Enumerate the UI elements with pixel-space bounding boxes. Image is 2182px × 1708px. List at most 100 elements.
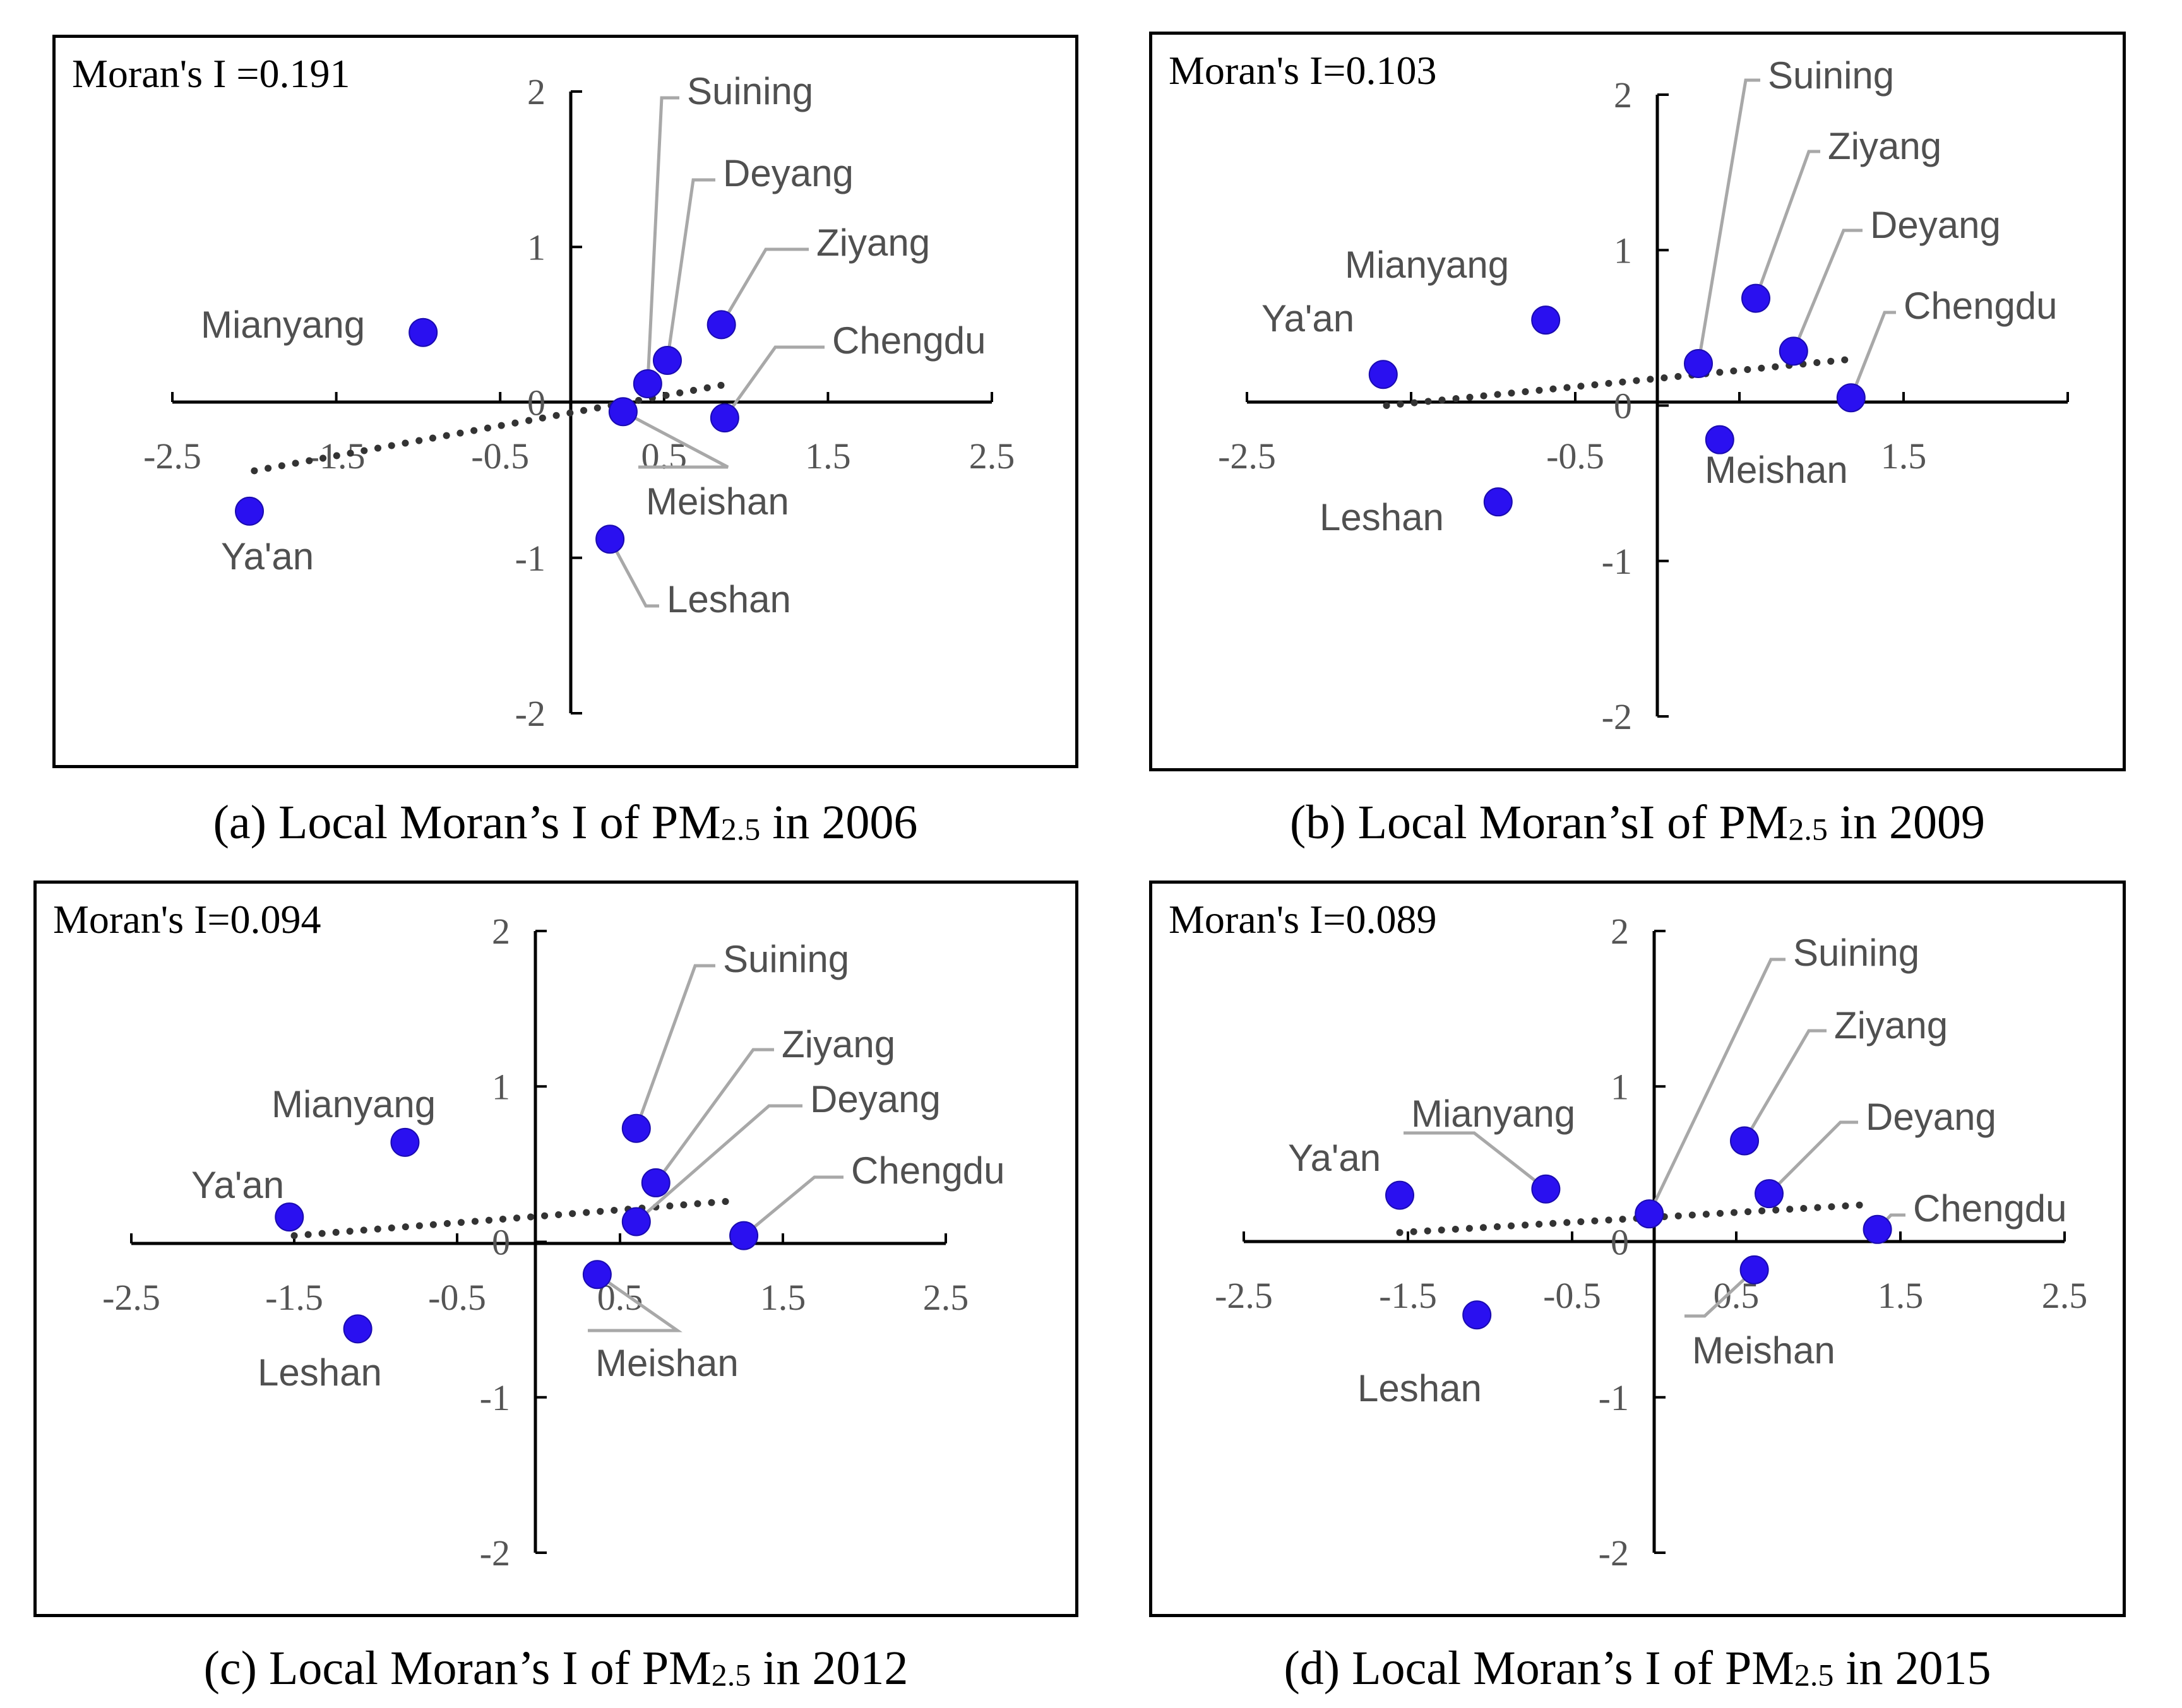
y-tick-label-c: 0: [492, 1222, 510, 1263]
point-deyang-a: [652, 346, 682, 376]
label-meishan-b: Meishan: [1705, 449, 1848, 491]
leader-line-suining-a: [646, 96, 679, 384]
leader-line-suining-d: [1647, 958, 1786, 1215]
point-suining-a: [633, 369, 662, 398]
point-ziyang-b: [1741, 283, 1770, 313]
label-ziyang-d: Ziyang: [1834, 1004, 1948, 1047]
y-tick-label-b: 2: [1614, 74, 1632, 116]
point-chengdu-b: [1836, 383, 1866, 413]
leader-line-ziyang-d: [1743, 1029, 1827, 1142]
label-mianyang-d: Mianyang: [1411, 1093, 1575, 1135]
y-tick-label-c: -1: [480, 1377, 510, 1418]
point-meishan-b: [1705, 425, 1734, 454]
morans-i-stat-c: Moran's I=0.094: [53, 897, 321, 942]
label-mianyang-a: Mianyang: [201, 304, 365, 346]
label-meishan-a: Meishan: [646, 480, 789, 523]
caption-a-subscript: 2.5: [720, 811, 761, 847]
morans-i-stat-b: Moran's I=0.103: [1169, 48, 1437, 93]
scatter-plot-d: -2.5 -1.5 -0.5 0.5 1.5 2.5210-1-2SuiningZiyan…: [1215, 911, 2087, 1574]
y-tick-label-b: 1: [1614, 230, 1632, 271]
label-ya-an-b: Ya'an: [1261, 297, 1354, 340]
y-tick-label-d: -1: [1599, 1377, 1629, 1418]
caption-c-year: in 2012: [751, 1642, 909, 1695]
label-chengdu-b: Chengdu: [1904, 285, 2058, 327]
leader-line-ziyang-b: [1754, 150, 1820, 299]
x-tick-label-a: 2.5: [969, 436, 1015, 477]
point-ziyang-a: [706, 310, 736, 340]
leader-line-suining-c: [635, 964, 715, 1129]
y-tick-label-c: 1: [492, 1066, 510, 1107]
scatter-plot-a: -2.5-1.5-0.50.51.52.5210-1-2SuiningDeyan…: [143, 70, 1015, 734]
caption-c-text: (c) Local Moran’s I of PM: [203, 1642, 712, 1695]
point-suining-c: [621, 1113, 651, 1143]
leader-line-ziyang-c: [654, 1048, 774, 1184]
caption-d-text: (d) Local Moran’s I of PM: [1284, 1642, 1794, 1695]
label-chengdu-c: Chengdu: [851, 1149, 1005, 1192]
y-tick-label-c: 2: [492, 911, 510, 952]
scatter-plot-b: -2.5 -0.5 1.5 2 1 0 -1 -2 Suining Ziyang Deyang Che…: [1218, 54, 2069, 737]
point-mianyang-b: [1531, 305, 1561, 335]
label-deyang-b: Deyang: [1870, 204, 2001, 246]
label-ziyang-a: Ziyang: [816, 222, 930, 264]
label-leshan-a: Leshan: [667, 578, 791, 620]
x-tick-label-d: -0.5: [1543, 1275, 1601, 1316]
leader-line-chengdu-a: [723, 345, 825, 419]
morans-i-stat-d: Moran's I=0.089: [1169, 897, 1437, 942]
point-meishan-d: [1739, 1255, 1769, 1284]
leader-line-chengdu-c: [742, 1175, 844, 1237]
label-ya-an-c: Ya'an: [191, 1164, 284, 1206]
trend-line-b: [1383, 355, 1858, 409]
point-leshan-c: [343, 1314, 373, 1344]
x-tick-label-c: -1.5: [265, 1277, 323, 1318]
label-suining-d: Suining: [1793, 932, 1919, 974]
label-deyang-a: Deyang: [723, 152, 854, 194]
point-mianyang-c: [390, 1127, 420, 1157]
x-tick-label-d: -1.5: [1379, 1275, 1437, 1316]
y-tick-label-b: -1: [1602, 541, 1632, 582]
point-chengdu-a: [710, 403, 739, 433]
point-ya-an-a: [235, 496, 265, 526]
label-meishan-d: Meishan: [1692, 1329, 1835, 1372]
leader-line-mianyang-d: [1404, 1131, 1547, 1190]
caption-c: (c) Local Moran’s I of PM2.5 in 2012: [33, 1641, 1078, 1696]
caption-b-subscript: 2.5: [1788, 811, 1828, 847]
chart-panel-b: Moran's I=0.103 -2.5 -0.5 1.5 2 1 0 -1 -2 Suinin…: [1149, 32, 2126, 771]
label-ya-an-a: Ya'an: [221, 535, 314, 578]
label-meishan-c: Meishan: [595, 1342, 739, 1384]
caption-d: (d) Local Moran’s I of PM2.5 in 2015: [1149, 1641, 2126, 1696]
label-ziyang-c: Ziyang: [782, 1023, 895, 1065]
x-tick-label-c: -2.5: [102, 1277, 160, 1318]
point-meishan-c: [582, 1260, 612, 1290]
label-deyang-c: Deyang: [810, 1078, 941, 1120]
chart-panel-a: Moran's I =0.191 -2.5-1.5-0.50.51.52.521…: [52, 35, 1078, 768]
point-ziyang-d: [1730, 1126, 1759, 1156]
leader-line-leshan-a: [608, 538, 659, 608]
x-tick-label-a: 1.5: [805, 436, 851, 477]
caption-a-year: in 2006: [760, 796, 918, 849]
point-ziyang-c: [641, 1168, 671, 1197]
label-leshan-d: Leshan: [1357, 1367, 1482, 1409]
x-tick-label-a: -2.5: [143, 436, 201, 477]
point-deyang-b: [1779, 336, 1808, 366]
caption-d-year: in 2015: [1833, 1642, 1991, 1695]
caption-d-subscript: 2.5: [1794, 1657, 1834, 1693]
leader-line-deyang-c: [635, 1104, 802, 1223]
morans-i-stat-a: Moran's I =0.191: [72, 51, 350, 96]
x-tick-label-d: -2.5: [1215, 1275, 1273, 1316]
point-leshan-d: [1462, 1300, 1492, 1330]
point-mianyang-a: [408, 317, 438, 347]
y-tick-label-a: -1: [515, 538, 546, 579]
leader-line-chengdu-b: [1849, 311, 1896, 399]
x-tick-label-b: -2.5: [1218, 436, 1276, 477]
leader-line-deyang-a: [665, 178, 715, 361]
point-deyang-c: [621, 1207, 651, 1237]
leader-line-deyang-d: [1768, 1120, 1858, 1195]
point-chengdu-c: [729, 1221, 759, 1250]
leader-line-meishan-a: [622, 410, 729, 469]
label-suining-b: Suining: [1768, 54, 1894, 97]
label-ya-an-d: Ya'an: [1288, 1137, 1381, 1179]
label-suining-a: Suining: [687, 70, 813, 112]
label-chengdu-d: Chengdu: [1913, 1187, 2067, 1230]
label-ziyang-b: Ziyang: [1828, 125, 1941, 167]
y-tick-label-d: -2: [1599, 1533, 1629, 1574]
